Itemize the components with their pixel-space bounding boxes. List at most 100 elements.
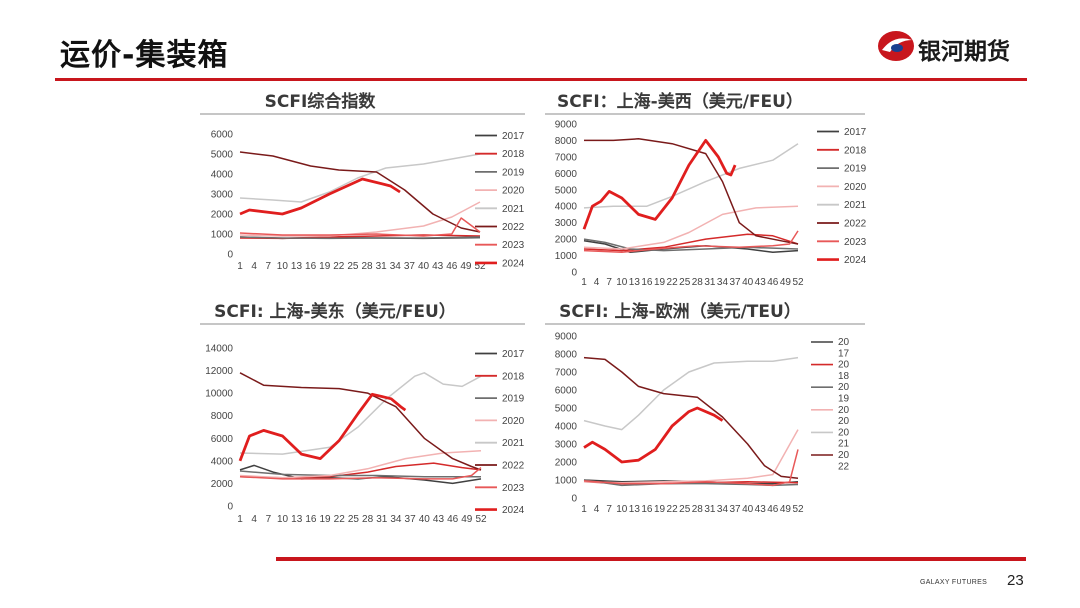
series-line-2020 — [239, 201, 481, 237]
legend-label: 2020 — [844, 182, 867, 193]
legend-label: 20 — [838, 382, 850, 393]
legend-label: 2021 — [502, 204, 525, 215]
x-tick-label: 31 — [704, 504, 716, 515]
x-tick-label: 37 — [729, 504, 741, 515]
y-tick-label: 8000 — [555, 136, 578, 147]
legend-label: 17 — [838, 348, 850, 359]
x-tick-label: 7 — [266, 514, 272, 525]
x-tick-label: 13 — [291, 514, 303, 525]
series-line-2021 — [583, 356, 799, 431]
x-tick-label: 10 — [277, 514, 289, 525]
x-tick-label: 34 — [390, 261, 402, 272]
x-tick-label: 37 — [404, 261, 416, 272]
footer-divider — [276, 557, 1026, 561]
series-line-2020 — [583, 205, 799, 250]
y-tick-label: 9000 — [555, 120, 578, 131]
legend-label: 2019 — [502, 394, 525, 405]
x-tick-label: 46 — [767, 504, 779, 515]
series-line-2024 — [239, 177, 401, 216]
series-line-2023 — [239, 217, 481, 237]
x-tick-label: 13 — [291, 261, 303, 272]
y-tick-label: 2000 — [555, 458, 578, 469]
legend-label: 21 — [838, 439, 850, 450]
brand-logo: 银河期货 — [876, 28, 1026, 65]
x-tick-label: 31 — [376, 514, 388, 525]
legend-label: 2020 — [502, 416, 525, 427]
legend-label: 2024 — [502, 505, 525, 516]
series-line-2022 — [583, 356, 799, 479]
legend-label: 2023 — [502, 483, 525, 494]
x-tick-label: 4 — [594, 504, 600, 515]
x-tick-label: 28 — [692, 277, 704, 288]
legend-label: 2022 — [844, 219, 867, 230]
y-tick-label: 12000 — [205, 366, 233, 377]
x-tick-label: 7 — [265, 261, 271, 272]
series-line-2021 — [239, 153, 481, 203]
y-tick-label: 3000 — [555, 218, 578, 229]
x-tick-label: 43 — [432, 261, 444, 272]
brand-name: 银河期货 — [918, 39, 1010, 65]
x-tick-label: 13 — [629, 504, 641, 515]
y-tick-label: 4000 — [211, 456, 234, 467]
x-tick-label: 43 — [433, 514, 445, 525]
x-tick-label: 25 — [679, 504, 691, 515]
x-tick-label: 46 — [447, 514, 459, 525]
x-tick-label: 34 — [717, 277, 729, 288]
legend-label: 2022 — [502, 461, 525, 472]
series-line-2024 — [238, 392, 407, 462]
legend-label: 20 — [838, 450, 850, 461]
x-tick-label: 7 — [606, 504, 612, 515]
y-tick-label: 2000 — [211, 479, 234, 490]
x-tick-label: 28 — [361, 261, 373, 272]
legend-label: 20 — [838, 360, 850, 371]
y-tick-label: 0 — [571, 268, 577, 279]
x-tick-label: 19 — [654, 504, 666, 515]
legend-label: 2023 — [502, 240, 525, 251]
series-line-2022 — [239, 151, 481, 233]
series-line-2024 — [582, 139, 737, 230]
y-tick-label: 1000 — [211, 230, 234, 241]
y-tick-label: 1000 — [555, 476, 578, 487]
x-tick-label: 1 — [581, 504, 587, 515]
series-line-2018 — [583, 233, 799, 252]
series-line-2020 — [239, 449, 482, 479]
x-tick-label: 16 — [641, 504, 653, 515]
x-tick-label: 40 — [742, 277, 754, 288]
chart-title: SCFI综合指数 — [265, 91, 377, 112]
series-line-2022 — [584, 138, 799, 245]
y-tick-label: 8000 — [555, 350, 578, 361]
x-tick-label: 40 — [742, 504, 754, 515]
x-tick-label: 31 — [704, 277, 716, 288]
x-tick-label: 52 — [475, 514, 487, 525]
legend-label: 2017 — [844, 127, 867, 138]
header-divider — [55, 78, 1027, 81]
x-tick-label: 22 — [334, 514, 346, 525]
chart-scfi-composite: SCFI综合指数 0 1000 2000 3000 4000 5000 6000 1 4 7 10 13… — [200, 91, 525, 272]
legend-label: 18 — [838, 371, 850, 382]
legend-label: 2020 — [502, 186, 525, 197]
galaxy-logo-icon — [878, 31, 914, 61]
x-tick-label: 19 — [319, 514, 331, 525]
legend-label: 2018 — [844, 145, 867, 156]
x-tick-label: 52 — [792, 504, 804, 515]
x-tick-label: 22 — [667, 504, 679, 515]
y-tick-label: 5000 — [555, 185, 578, 196]
x-tick-label: 49 — [461, 514, 473, 525]
x-tick-label: 25 — [348, 514, 360, 525]
legend-label: 2017 — [502, 131, 525, 142]
chart-title: SCFI: 上海-欧洲（美元/TEU） — [559, 301, 801, 322]
x-tick-label: 16 — [305, 261, 317, 272]
x-tick-label: 49 — [780, 504, 792, 515]
footer-company: GALAXY FUTURES — [920, 579, 988, 586]
x-tick-label: 46 — [767, 277, 779, 288]
series-line-2020 — [583, 429, 799, 484]
x-tick-label: 34 — [390, 514, 402, 525]
legend-label: 2024 — [844, 255, 867, 266]
x-tick-label: 10 — [616, 277, 628, 288]
y-tick-label: 5000 — [555, 404, 578, 415]
y-tick-label: 0 — [227, 502, 233, 513]
y-tick-label: 2000 — [211, 210, 234, 221]
chart-scfi-shanghai-europe: SCFI: 上海-欧洲（美元/TEU） 0 1000 2000 3000 4000 5000… — [545, 301, 865, 515]
y-tick-label: 5000 — [211, 150, 234, 161]
x-tick-label: 1 — [237, 514, 243, 525]
